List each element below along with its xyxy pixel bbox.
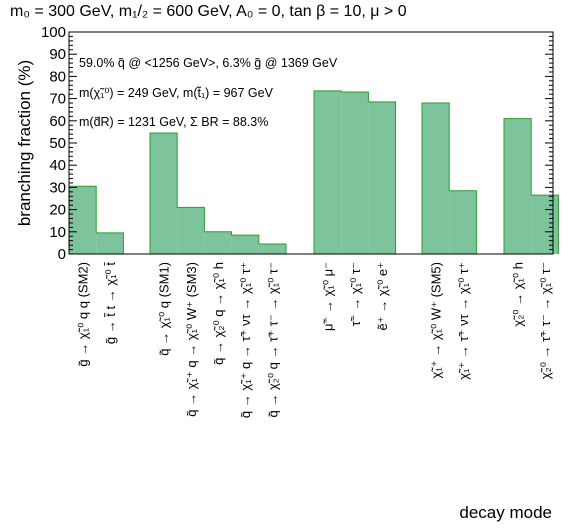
category-label: q̃ → χ̃₁⁺ q → χ̃₁⁰ W⁺ (SM3)	[184, 262, 199, 417]
bar	[341, 91, 369, 254]
y-tick-label: 10	[49, 224, 66, 241]
category-label: τ̃⁻ → χ̃₁⁰ τ⁻	[348, 262, 363, 326]
bar	[314, 90, 342, 254]
annotation-text: m(χ̃₁⁰) = 249 GeV, m(t̃₁) = 967 GeV	[79, 85, 274, 100]
category-label: g̃ → t̃ t → χ̃₁⁰ t̄	[103, 262, 118, 345]
category-label: χ̃₂⁰ → χ̃₁⁰ h	[511, 262, 526, 327]
bar	[150, 133, 178, 254]
y-tick-label: 0	[58, 246, 66, 263]
y-tick-label: 40	[49, 157, 66, 174]
annotation-text: 59.0% q̃ @ <1256 GeV>, 6.3% g̃ @ 1369 Ge…	[79, 56, 338, 70]
category-label: χ̃₂⁰ → τ̃⁺ τ⁻ → χ̃₁⁰ τ⁻	[538, 262, 553, 379]
category-label: q̃ → χ̃₁⁰ q (SM1)	[157, 262, 172, 356]
category-label: ẽ⁺ → χ̃₁⁰ e⁺	[375, 262, 390, 330]
bar-outline	[421, 102, 477, 254]
category-label: μ̃⁻ → χ̃₁⁰ μ⁻	[321, 262, 336, 331]
y-tick-label: 50	[49, 135, 66, 152]
category-label: q̃ → χ̃₁⁺ q → τ̃⁺ ντ → χ̃₁⁰ τ⁺	[238, 262, 253, 418]
category-label: χ̃₁⁺ → χ̃₁⁰ W⁺ (SM5)	[429, 262, 444, 378]
y-axis-title: branching fraction (%)	[15, 60, 34, 226]
y-tick-label: 60	[49, 113, 66, 130]
y-tick-label: 80	[49, 68, 66, 85]
bar	[177, 207, 205, 254]
bar	[531, 195, 559, 254]
bar	[231, 235, 259, 254]
x-axis-title: decay mode	[459, 503, 552, 522]
y-tick-label: 20	[49, 202, 66, 219]
bar	[504, 118, 532, 254]
chart-title: m₀ = 300 GeV, m₁/₂ = 600 GeV, A₀ = 0, ta…	[10, 3, 407, 20]
category-label: g̃ → χ̃₁⁰ q q (SM2)	[76, 262, 91, 367]
bar	[368, 101, 396, 255]
y-tick-label: 90	[49, 46, 66, 63]
bar-outline	[503, 118, 559, 254]
annotation-text: m(d̃R) = 1231 GeV, Σ BR = 88.3%	[79, 115, 268, 129]
bar	[422, 103, 450, 254]
bar	[258, 244, 286, 254]
category-label: q̃ → χ̃₂⁰ q → τ̃⁺ τ⁻ → χ̃₁⁰ τ⁻	[265, 262, 280, 417]
bar-outline	[313, 90, 397, 254]
bar-outline	[149, 132, 287, 254]
category-label: χ̃₁⁺ → τ̃⁺ ντ → χ̃₁⁰ τ⁺	[456, 262, 471, 380]
category-label: q̃ → χ̃₂⁰ q → χ̃₁⁰ h	[211, 262, 226, 365]
y-tick-label: 100	[41, 24, 66, 41]
bar	[449, 190, 477, 254]
y-tick-label: 70	[49, 91, 66, 108]
bar	[69, 186, 97, 254]
y-tick-label: 30	[49, 179, 66, 196]
bar	[204, 231, 232, 254]
bar	[96, 232, 124, 254]
